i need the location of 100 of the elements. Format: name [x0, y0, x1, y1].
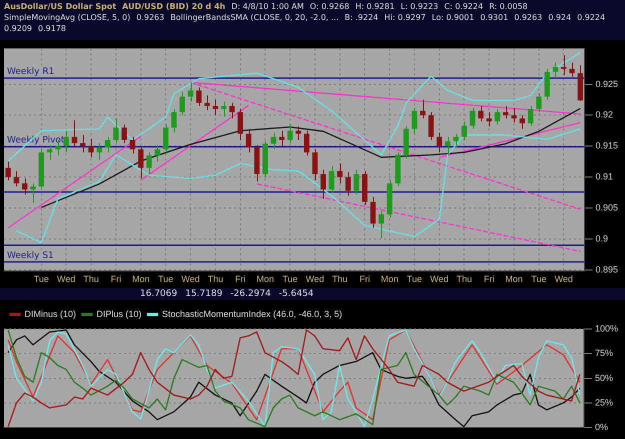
x-tick-label: Mon	[132, 274, 150, 284]
text: L: 0.9223	[400, 1, 438, 12]
x-tick-label: Fri	[484, 274, 494, 284]
candlestick	[96, 142, 102, 160]
text: C: 0.9224	[444, 1, 484, 12]
y-tick-label: 25%	[594, 397, 613, 408]
candlestick	[420, 99, 426, 119]
y-tick-label: 50%	[594, 372, 613, 383]
x-tick-label: Thu	[456, 274, 472, 284]
candlestick	[287, 124, 293, 144]
text: 15.7189	[185, 289, 222, 299]
text: -26.2974	[230, 289, 271, 299]
candlestick	[130, 136, 136, 154]
x-tick-label: Thu	[83, 274, 99, 284]
candlestick	[138, 146, 144, 179]
legend-label: DIPlus (10)	[96, 308, 142, 319]
candlestick	[22, 178, 28, 195]
candlestick	[503, 105, 508, 119]
candlestick	[188, 82, 194, 102]
y-tick-label: 0.92	[595, 110, 614, 120]
candlestick	[561, 54, 566, 76]
x-tick-label: Tue	[531, 274, 546, 284]
y-tick-label: 0.895	[595, 264, 618, 274]
y-tick-label: 0.9	[595, 234, 608, 244]
candlestick	[146, 152, 152, 175]
x-tick-label: Wed	[554, 274, 573, 284]
text: 0.9224	[577, 12, 606, 23]
candlestick	[304, 130, 310, 156]
candlestick	[552, 62, 558, 79]
candlestick	[296, 126, 302, 140]
text: D: 4/8/10 1:00 AM	[231, 1, 304, 12]
text: 0.924	[548, 12, 572, 23]
text: H: 0.9281	[355, 1, 395, 12]
text: 0.9263	[514, 12, 542, 23]
text: 0.9301	[480, 12, 508, 23]
y-tick-label: 0%	[594, 422, 608, 432]
chart-title: AusDollar/US Dollar Spot	[4, 1, 116, 12]
text: Lo: 0.9001	[432, 12, 474, 23]
ref-line-label: Weekly S1	[7, 250, 54, 261]
y-tick-label: 0.91	[595, 172, 614, 182]
x-tick-label: Thu	[332, 274, 348, 284]
candlestick	[536, 93, 542, 113]
candlestick	[246, 128, 252, 153]
x-tick-label: Wed	[181, 274, 200, 284]
text: 0.9178	[38, 23, 66, 34]
candlestick	[378, 210, 384, 239]
legend-label: StochasticMomentumIndex (46.0, -46.0, 3, 5)	[162, 308, 342, 319]
candlestick	[279, 130, 284, 147]
y-tick-label: 0.925	[595, 78, 618, 89]
candlestick	[180, 91, 185, 116]
candlestick	[212, 99, 218, 116]
candlestick	[196, 86, 202, 106]
candlestick	[520, 114, 525, 130]
ref-line-label: Weekly Pivot	[7, 136, 65, 146]
candlestick	[229, 102, 235, 119]
x-tick-label: Tue	[158, 274, 174, 284]
candlestick	[104, 136, 110, 153]
candlestick	[453, 133, 459, 148]
x-tick-label: Tue	[282, 274, 298, 284]
x-tick-label: Mon	[256, 274, 274, 284]
text: R: 0.0058	[489, 1, 528, 12]
x-tick-label: Wed	[306, 274, 324, 284]
candlestick	[154, 144, 160, 162]
x-tick-label: Tue	[406, 274, 422, 284]
candlestick	[320, 169, 326, 200]
y-tick-label: 100%	[594, 323, 618, 334]
candlestick	[511, 107, 517, 124]
text: SimpleMovingAvg (CLOSE, 5, 0)	[4, 12, 130, 23]
text: 16.7069	[140, 289, 178, 299]
y-tick-label: 75%	[594, 348, 613, 358]
text: -5.6454	[278, 289, 314, 299]
candlestick	[122, 124, 127, 144]
ref-line-label: Weekly R1	[7, 66, 54, 77]
candlestick	[64, 130, 69, 153]
candlestick	[163, 124, 168, 153]
x-tick-label: Wed	[430, 274, 449, 284]
x-tick-label: Fri	[235, 274, 246, 284]
y-tick-label: 0.915	[595, 140, 618, 151]
candlestick	[478, 105, 484, 122]
candlestick	[337, 163, 343, 184]
candlestick	[312, 148, 318, 181]
x-tick-label: Fri	[359, 274, 370, 284]
legend-label: DIMinus (10)	[24, 308, 76, 319]
candlestick	[345, 172, 351, 196]
text: 0.9263	[136, 12, 164, 23]
candlestick	[204, 94, 210, 111]
candlestick	[370, 196, 376, 228]
candlestick	[171, 108, 177, 134]
x-tick-label: Mon	[505, 274, 523, 284]
candlestick	[486, 112, 492, 127]
candlestick	[428, 112, 434, 140]
candlestick	[528, 105, 534, 126]
x-tick-label: Wed	[57, 274, 76, 284]
candlestick	[72, 120, 78, 147]
candlestick	[328, 165, 334, 194]
candlestick	[30, 182, 36, 204]
text: BollingerBandsSMA (CLOSE, 0, 20, -2.0, ...	[170, 12, 339, 23]
candlestick	[88, 138, 94, 158]
candlestick	[462, 120, 467, 140]
text: Hi: 0.9297	[384, 12, 426, 23]
